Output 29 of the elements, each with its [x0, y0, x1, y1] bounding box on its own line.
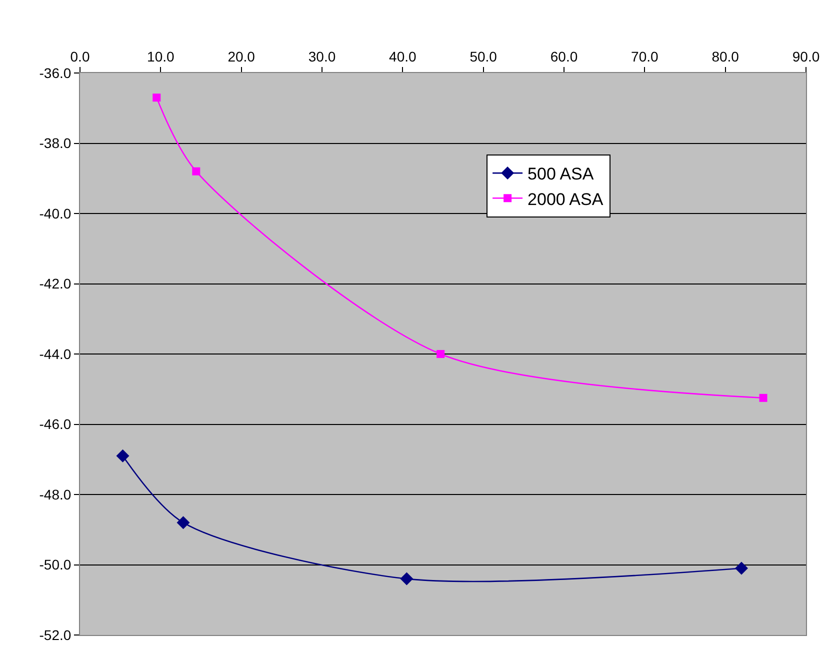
point — [436, 350, 445, 358]
x-tick-label: 80.0 — [712, 48, 740, 64]
x-tick-label: 30.0 — [308, 48, 336, 64]
y-tick-label: -46.0 — [39, 416, 72, 432]
point — [152, 94, 161, 102]
x-tick-label: 10.0 — [147, 48, 175, 64]
x-tick-label: 90.0 — [792, 48, 820, 64]
y-tick-label: -38.0 — [39, 135, 72, 152]
y-tick-label: -52.0 — [39, 626, 72, 643]
y-tick-label: -48.0 — [39, 486, 72, 502]
x-tick-label: 60.0 — [550, 48, 578, 64]
x-tick-label: 20.0 — [228, 48, 256, 64]
point — [176, 516, 190, 530]
y-tick-label: -36.0 — [39, 64, 72, 81]
point — [734, 562, 748, 575]
y-tick-label: -50.0 — [39, 556, 72, 573]
point — [192, 167, 200, 176]
legend-label: 2000 ASA — [528, 190, 604, 209]
point — [400, 572, 414, 586]
y-tick-label: -44.0 — [39, 346, 72, 362]
x-tick-label: 70.0 — [631, 48, 659, 64]
y-tick-label: -42.0 — [39, 276, 72, 292]
point — [116, 449, 130, 462]
x-tick-label: 50.0 — [470, 48, 498, 64]
x-tick-label: 0.0 — [70, 48, 90, 64]
point — [759, 394, 768, 402]
x-tick-label: 40.0 — [389, 48, 417, 64]
y-tick-label: -40.0 — [39, 205, 72, 222]
legend-label: 500 ASA — [528, 164, 594, 184]
